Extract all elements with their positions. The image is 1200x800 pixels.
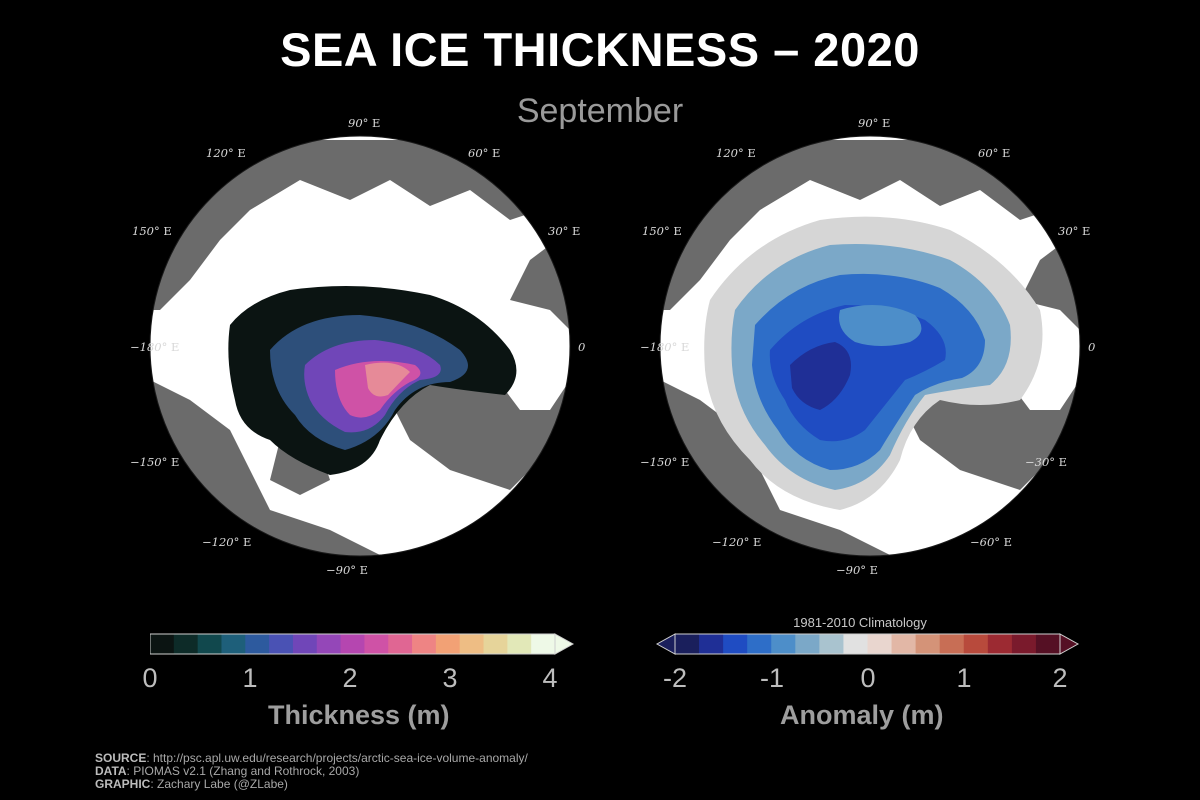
- lon-label-90: 90° E: [858, 116, 891, 130]
- colorbar-segment: [340, 634, 365, 654]
- lon-label-m180: −180° E: [130, 340, 180, 354]
- colorbar-segment: [292, 634, 318, 654]
- tick-label: 1: [242, 663, 258, 693]
- lon-label-m180: −180° E: [640, 340, 690, 354]
- thickness-map-layers: [150, 140, 570, 556]
- colorbar-segment: [915, 634, 941, 654]
- thickness-colorbar: [149, 632, 575, 656]
- colorbar-segment: [173, 634, 199, 654]
- lon-label-m150: −150° E: [640, 455, 690, 469]
- colorbar-segment: [245, 634, 270, 654]
- lon-label-0: 0: [578, 340, 586, 354]
- page-subtitle: September: [516, 92, 684, 130]
- credits: SOURCE: http://psc.apl.uw.edu/research/p…: [95, 752, 528, 791]
- colorbar-segment: [819, 634, 844, 654]
- colorbar-segment: [747, 634, 772, 654]
- colorbar-segment: [987, 634, 1013, 654]
- climatology-label: 1981-2010 Climatology: [793, 615, 927, 630]
- colorbar-outline: [674, 633, 1061, 655]
- anomaly-map: 90° E 60° E 30° E 0 −180° E 120° E 150° …: [640, 110, 1100, 580]
- lon-label-m120: −120° E: [202, 535, 252, 549]
- tick-label: -1: [759, 663, 785, 693]
- colorbar-segment: [221, 634, 246, 654]
- colorbar-segment: [435, 634, 461, 654]
- colorbar-arrow-right: [1059, 633, 1080, 655]
- colorbar-segment: [1011, 634, 1037, 654]
- colorbar-segment: [531, 634, 556, 654]
- colorbar-segment: [795, 634, 820, 654]
- colorbar-segment: [675, 634, 700, 654]
- colorbar-segment: [939, 634, 965, 654]
- colorbar-segment: [963, 634, 989, 654]
- lon-label-0: 0: [1088, 340, 1096, 354]
- colorbar-segment: [197, 634, 222, 654]
- lon-label-60: 60° E: [978, 146, 1011, 160]
- colorbar-outline: [149, 633, 556, 655]
- colorbar-segment: [867, 634, 893, 654]
- lon-label-m90: −90° E: [836, 563, 879, 577]
- colorbar-segment: [388, 634, 413, 654]
- data-line: DATA: PIOMAS v2.1 (Zhang and Rothrock, 2…: [95, 764, 360, 778]
- lon-label-m120: −120° E: [712, 535, 762, 549]
- lon-label-120: 120° E: [716, 146, 756, 160]
- lon-label-m90: −90° E: [326, 563, 369, 577]
- graphic-line: GRAPHIC: Zachary Labe (@ZLabe): [95, 777, 288, 791]
- colorbar-segment: [891, 634, 917, 654]
- lon-label-120: 120° E: [206, 146, 246, 160]
- anomaly-map-layers: [660, 140, 1080, 556]
- lon-label-m150: −150° E: [130, 455, 180, 469]
- tick-label: 4: [542, 663, 558, 693]
- lon-label-m60: −60° E: [970, 535, 1013, 549]
- lon-label-90: 90° E: [348, 116, 381, 130]
- thickness-map: 90° E 60° E 30° E 0 −180° E 120° E 150° …: [130, 110, 590, 580]
- colorbar-segment: [771, 634, 796, 654]
- lon-label-m30: −30° E: [1025, 455, 1068, 469]
- colorbar-segment: [723, 634, 748, 654]
- tick-label: 0: [142, 663, 158, 693]
- colorbar-segment: [699, 634, 724, 654]
- tick-label: 1: [956, 663, 972, 693]
- colorbar-arrow-right: [554, 633, 575, 655]
- ice-thickness-field: [228, 286, 517, 475]
- colorbar-segment: [483, 634, 508, 654]
- colorbar-segment: [459, 634, 485, 654]
- colorbar-arrow-left: [655, 633, 676, 655]
- lon-label-150: 150° E: [132, 224, 172, 238]
- colorbar-segment: [507, 634, 532, 654]
- anomaly-colorbar: [655, 632, 1080, 656]
- lon-label-60: 60° E: [468, 146, 501, 160]
- anomaly-axis-label: Anomaly (m): [780, 700, 944, 730]
- tick-label: 2: [342, 663, 358, 693]
- tick-label: -2: [662, 663, 688, 693]
- thickness-axis-label: Thickness (m): [268, 700, 450, 730]
- lon-label-30: 30° E: [548, 224, 581, 238]
- ice-anomaly-field: [704, 216, 1043, 510]
- colorbar-segment: [412, 634, 437, 654]
- lon-label-30: 30° E: [1058, 224, 1091, 238]
- lon-label-150: 150° E: [642, 224, 682, 238]
- page-title: SEA ICE THICKNESS – 2020: [280, 23, 920, 76]
- tick-label: 3: [442, 663, 458, 693]
- tick-label: 2: [1052, 663, 1068, 693]
- colorbar-segment: [1035, 634, 1061, 654]
- source-line: SOURCE: http://psc.apl.uw.edu/research/p…: [95, 751, 528, 765]
- colorbar-segment: [269, 634, 294, 654]
- colorbar-segment: [316, 634, 342, 654]
- colorbar-segment: [364, 634, 389, 654]
- colorbar-segment: [843, 634, 868, 654]
- tick-label: 0: [860, 663, 876, 693]
- colorbar-segment: [150, 634, 175, 654]
